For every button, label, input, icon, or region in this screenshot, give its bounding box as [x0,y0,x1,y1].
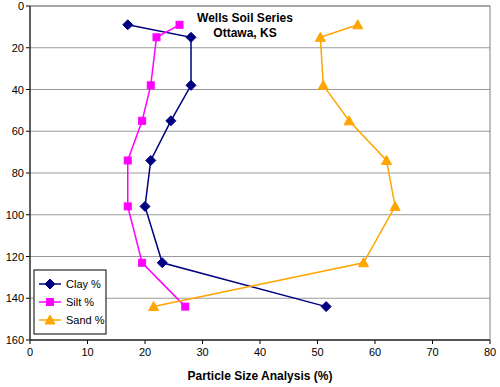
data-point [315,32,325,41]
y-axis [30,6,31,340]
x-tick [202,340,203,344]
y-tick [26,298,30,299]
data-point [124,157,131,164]
y-tick-label: 0 [18,0,24,12]
legend: Clay % Silt % Sand % [34,270,106,334]
y-tick [26,89,30,90]
data-point [139,117,146,124]
series-line [128,25,186,307]
series-line [128,25,326,307]
x-tick [87,340,88,344]
data-point [359,258,369,267]
grid-line [30,340,490,341]
legend-box [34,270,106,334]
chart: 02040608010012014016001020304050607080Pa… [0,0,500,387]
x-tick-label: 60 [369,346,381,358]
y-tick [26,256,30,257]
y-tick [26,173,30,174]
data-point [139,259,146,266]
data-point [149,302,159,311]
x-tick-label: 40 [254,346,266,358]
x-tick-label: 50 [311,346,323,358]
x-axis [30,340,490,341]
x-tick [375,340,376,344]
y-tick [26,47,30,48]
plot-frame [30,6,490,340]
data-point [344,116,354,125]
x-tick-label: 0 [27,346,33,358]
plot-area [123,20,400,312]
y-tick-label: 40 [12,84,24,96]
data-point [140,201,150,211]
y-tick-label: 20 [12,42,24,54]
legend-marker [45,315,55,324]
data-point [176,21,183,28]
data-point [353,20,363,29]
y-tick-label: 80 [12,167,24,179]
x-axis-label: Particle Size Analysis (%) [188,369,333,383]
x-tick-label: 20 [139,346,151,358]
data-point [147,82,154,89]
data-point [157,258,167,268]
legend-label: Silt % [66,296,94,308]
data-point [166,116,176,126]
data-point [153,34,160,41]
x-tick [30,340,31,344]
x-tick-label: 30 [196,346,208,358]
x-tick [432,340,433,344]
y-tick [26,131,30,132]
x-tick-label: 70 [426,346,438,358]
x-tick-label: 80 [484,346,496,358]
y-tick [26,340,30,341]
data-point [124,203,131,210]
y-tick-label: 120 [6,251,24,263]
y-tick [26,214,30,215]
title: Wells Soil Series [197,11,293,25]
legend-label: Sand % [66,314,105,326]
x-tick [490,340,491,344]
grid-line [30,214,490,215]
y-tick-label: 140 [6,292,24,304]
legend-label: Clay % [66,278,101,290]
legend-marker [47,299,54,306]
data-point [382,155,392,164]
x-tick [260,340,261,344]
data-point [146,155,156,165]
data-point [182,303,189,310]
data-point [321,302,331,312]
data-point [186,80,196,90]
y-tick-label: 160 [6,334,24,346]
data-point [123,20,133,30]
x-tick [317,340,318,344]
subtitle: Ottawa, KS [213,26,276,40]
grid-line [30,89,490,90]
y-tick-label: 100 [6,209,24,221]
legend-marker [45,279,55,289]
grid-line [30,256,490,257]
grid-line [30,173,490,174]
grid-line [30,47,490,48]
x-tick [145,340,146,344]
data-point [318,80,328,89]
data-point [390,201,400,210]
y-tick-label: 60 [12,125,24,137]
grid-line [30,131,490,132]
data-point [186,32,196,42]
series-line [154,25,396,307]
x-tick-label: 10 [81,346,93,358]
y-tick [26,6,30,7]
